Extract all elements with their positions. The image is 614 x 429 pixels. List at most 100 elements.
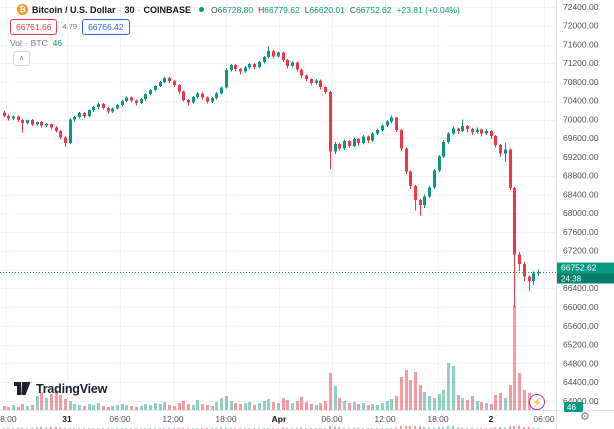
cropped-pane-bar <box>528 427 530 429</box>
volume-bar <box>357 404 360 410</box>
candle <box>300 69 303 76</box>
candle <box>59 130 62 138</box>
spread-value: 4.79 <box>62 22 78 32</box>
candle <box>390 117 393 122</box>
y-axis-label: 70000.00 <box>563 114 599 124</box>
time-axis[interactable] <box>0 410 614 429</box>
volume-bar <box>88 404 91 410</box>
volume-bar <box>36 396 39 410</box>
volume-bar <box>144 404 147 410</box>
candle <box>357 138 360 144</box>
candle <box>135 100 138 104</box>
ask-price-button[interactable]: 66766.42 <box>82 19 130 35</box>
cropped-pane-bar <box>267 427 269 429</box>
volume-bar <box>319 403 322 410</box>
cropped-pane-bar <box>329 426 331 429</box>
volume-bar <box>362 403 365 410</box>
volume-bar <box>211 406 214 410</box>
candle <box>423 196 426 205</box>
cropped-pane-bar <box>390 427 392 429</box>
volume-bar <box>386 401 389 410</box>
candle <box>367 136 370 141</box>
candle <box>149 90 152 95</box>
volume-bar <box>159 404 162 410</box>
candle <box>102 104 105 108</box>
volume-bar <box>78 405 81 410</box>
candle <box>21 120 24 123</box>
candle <box>92 106 95 111</box>
volume-bar <box>499 393 502 410</box>
volume-bar <box>31 405 34 410</box>
candle <box>386 121 389 126</box>
x-axis-label: 2 <box>489 414 494 424</box>
y-axis-label: 66400.00 <box>563 283 599 293</box>
cropped-pane-bar <box>55 426 57 429</box>
volume-bar <box>149 405 152 410</box>
flash-event-icon[interactable]: ⚡ <box>529 394 545 410</box>
candle <box>353 138 356 146</box>
cropped-pane-bar <box>471 427 473 429</box>
y-axis-label: 72400.00 <box>563 2 599 12</box>
cropped-pane-bar <box>300 427 302 429</box>
volume-bar <box>125 405 128 410</box>
settings-gear-icon[interactable]: ⚙ <box>580 411 590 423</box>
y-axis-label: 65600.00 <box>563 321 599 331</box>
volume-bar <box>140 406 143 410</box>
volume-bar <box>390 399 393 410</box>
cropped-pane-bar <box>499 427 501 429</box>
candle <box>78 113 81 117</box>
volume-bar <box>452 366 455 410</box>
volume-bar <box>485 403 488 410</box>
candle <box>296 62 299 70</box>
cropped-pane-bar <box>433 427 435 429</box>
candle <box>286 60 289 67</box>
candle <box>55 127 58 131</box>
volume-bar <box>234 403 237 410</box>
candle <box>239 68 242 72</box>
candle <box>140 98 143 104</box>
cropped-pane-bar <box>220 427 222 429</box>
volume-bar <box>504 398 507 410</box>
candle <box>504 149 507 154</box>
cropped-pane-bar <box>196 427 198 429</box>
cropped-pane-bar <box>461 427 463 429</box>
volume-axis-badge-value: 46 <box>567 403 576 412</box>
volume-bar <box>215 402 218 410</box>
volume-bar <box>17 407 20 410</box>
symbol-title[interactable]: Bitcoin / U.S. Dollar · 30 · COINBASE <box>32 5 191 15</box>
cropped-pane-bar <box>414 426 416 429</box>
volume-bar <box>461 398 464 410</box>
candle <box>50 123 53 128</box>
candle <box>253 63 256 68</box>
volume-bar <box>523 390 526 410</box>
candle <box>371 133 374 141</box>
volume-bar <box>419 385 422 410</box>
candle <box>83 113 86 116</box>
candle <box>36 121 39 125</box>
volume-bar <box>206 405 209 410</box>
close-label: C <box>349 4 357 15</box>
volume-bar <box>244 403 247 410</box>
volume-bar <box>168 405 171 410</box>
candle <box>7 115 10 119</box>
volume-bar <box>291 403 294 410</box>
y-axis-label: 67200.00 <box>563 246 599 256</box>
bid-price-button[interactable]: 66761.66 <box>10 19 58 35</box>
cropped-pane-bar <box>428 427 430 429</box>
collapse-panel-button[interactable]: ∧ <box>13 51 30 66</box>
candle <box>272 51 275 57</box>
candle <box>230 65 233 70</box>
volume-bar <box>263 401 266 410</box>
candle <box>144 94 147 99</box>
candle <box>414 186 417 200</box>
cropped-pane-bar <box>457 427 459 429</box>
candle <box>452 128 455 134</box>
candle <box>494 135 497 145</box>
candle <box>225 69 228 88</box>
candle <box>537 271 540 274</box>
x-axis-label: Apr <box>272 414 287 424</box>
candle <box>111 108 114 112</box>
tradingview-logo[interactable]: TradingView <box>14 382 107 396</box>
